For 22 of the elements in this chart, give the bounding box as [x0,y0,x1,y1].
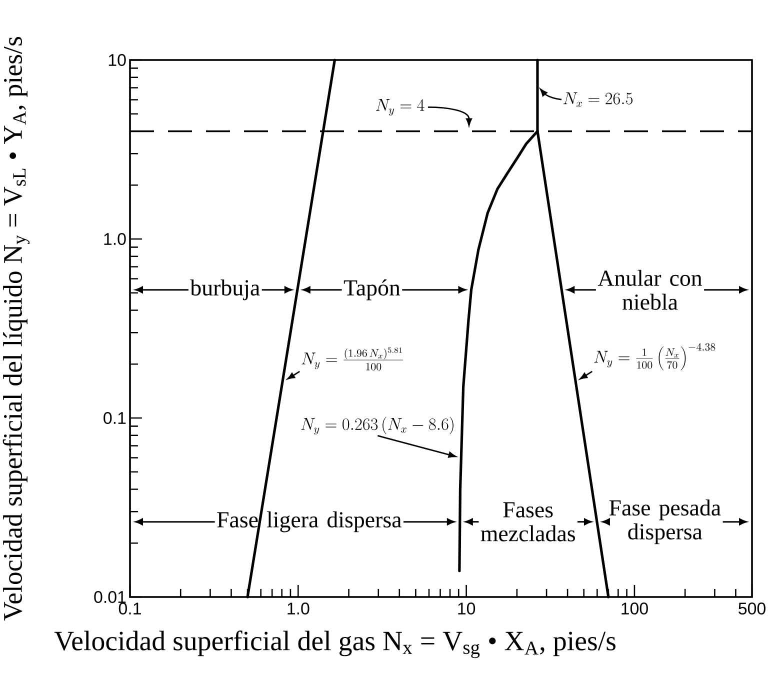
annotation: Fases mezcladas [480,502,575,542]
y-tick-label: 10 [108,54,126,66]
x-tick-label: 10 [458,602,476,615]
annotation: $N_y = \frac{(1.96\,N_x)^{5.81}}{100}$ [302,347,404,371]
x-tick-label: 1.0 [288,602,310,615]
annotation: Fase ligera dispersa [217,511,402,532]
y-tick-label: 1.0 [104,233,126,246]
y-axis-title: Velocidad superficial del líquido N$_{y}$ = V$_{sL}$ • Y$_{A}$, pies/s [2,37,30,621]
annotation: Tapón [344,279,400,300]
annotation: burbuja [190,279,260,300]
x-tick-label: 0.1 [118,602,141,615]
x-tick-label: 500 [738,602,766,615]
x-axis-title: Velocidad superficial del gas N$_{x}$ = V$_{sg}$ • X$_{A}$, pies/s [54,630,616,658]
annotation: $N_x = 26.5$ [563,92,633,107]
annotation: $N_y = \frac{1}{100}\left(\frac{N_x}{70}\right)^{-4.38}$ [594,343,716,370]
annotation: Fase pesada dispersa [609,499,721,544]
y-tick-label: 0.01 [94,591,126,604]
annotation: $N_y = 4$ [376,98,424,116]
x-tick-label: 100 [622,602,648,615]
annotation: Anular con niebla [598,270,702,310]
y-tick-label: 0.1 [104,412,126,424]
annotation: $N_y = 0.263\,(N_x - 8.6)$ [301,416,454,435]
